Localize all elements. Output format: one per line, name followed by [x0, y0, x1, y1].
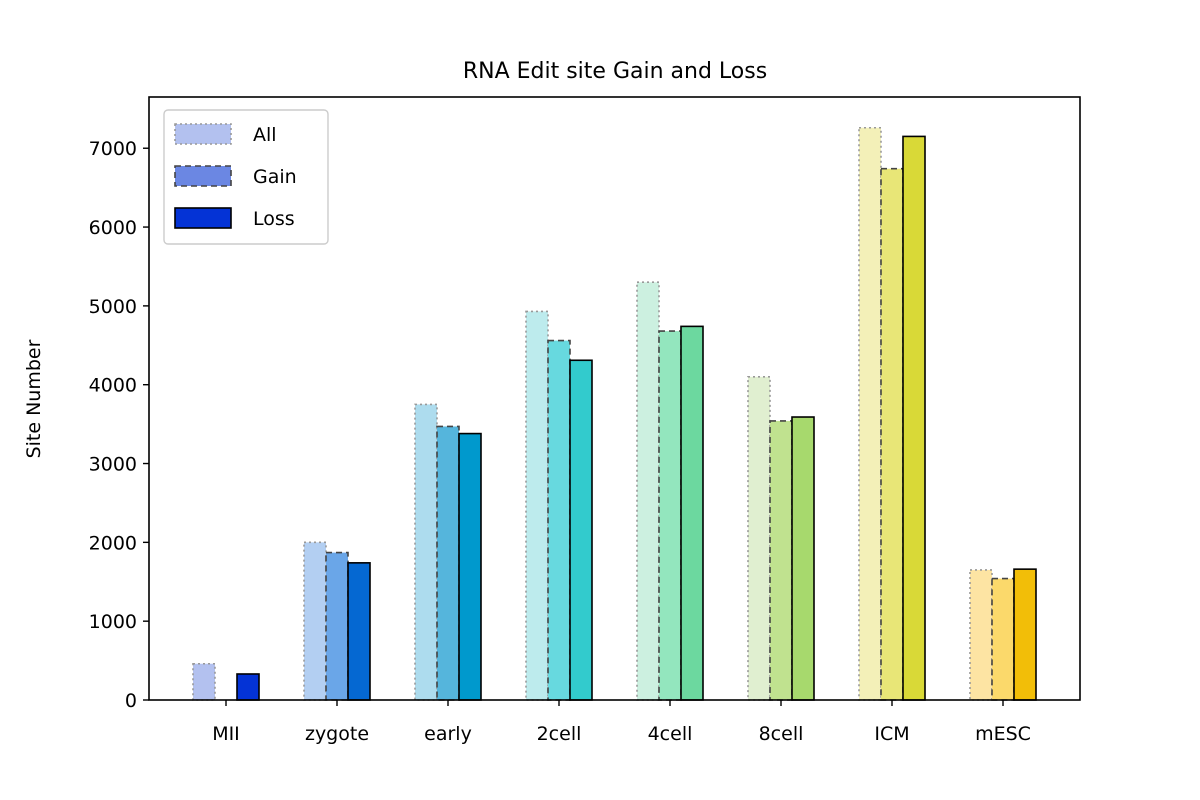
chart-title: RNA Edit site Gain and Loss: [463, 59, 767, 84]
bar-all-zygote: [303, 541, 327, 701]
x-tick-label-mii: MII: [212, 723, 240, 745]
bar-gain-mesc: [991, 577, 1015, 701]
bars-group: [192, 126, 1037, 701]
bar-all-mesc: [969, 569, 993, 701]
y-tick-label: 0: [125, 690, 137, 712]
bar-gain-early: [436, 425, 460, 701]
bar-all-early: [414, 403, 438, 701]
bar-gain-4cell: [658, 330, 682, 701]
x-tick-label-zygote: zygote: [305, 723, 369, 745]
y-tick-label: 5000: [89, 296, 137, 318]
x-tick-label-icm: ICM: [874, 723, 909, 745]
legend-swatch-all: [174, 123, 232, 145]
bar-all-2cell: [525, 310, 549, 701]
legend-label-loss: Loss: [253, 208, 295, 230]
plot-frame: [148, 96, 1081, 701]
bar-loss-8cell: [791, 416, 815, 701]
x-axis-ticks: MII zygote early 2cell 4cell 8cell ICM mESC: [212, 700, 1031, 745]
legend-swatch-gain: [174, 165, 232, 187]
x-tick-label-8cell: 8cell: [759, 723, 804, 745]
bar-loss-early: [458, 432, 482, 701]
bar-loss-4cell: [680, 325, 704, 701]
x-tick-label-early: early: [424, 723, 472, 745]
bar-loss-mii: [236, 673, 260, 701]
y-tick-label: 6000: [89, 217, 137, 239]
bar-loss-icm: [902, 135, 926, 701]
y-tick-label: 1000: [89, 611, 137, 633]
bar-loss-zygote: [347, 562, 371, 701]
bar-loss-2cell: [569, 359, 593, 701]
bar-loss-mesc: [1013, 568, 1037, 701]
bar-gain-icm: [880, 167, 904, 701]
legend: All Gain Loss: [163, 109, 329, 245]
bar-all-4cell: [636, 281, 660, 701]
y-axis-label: Site Number: [23, 339, 45, 458]
x-tick-label-2cell: 2cell: [537, 723, 582, 745]
y-tick-label: 7000: [89, 138, 137, 160]
bar-gain-8cell: [769, 420, 793, 701]
legend-label-gain: Gain: [253, 166, 297, 188]
x-tick-label-mesc: mESC: [975, 723, 1031, 745]
y-tick-label: 4000: [89, 375, 137, 397]
bar-gain-zygote: [325, 551, 349, 701]
y-tick-label: 3000: [89, 454, 137, 476]
legend-label-all: All: [253, 124, 277, 146]
legend-swatch-loss: [174, 207, 232, 229]
bar-all-mii: [192, 662, 216, 701]
bar-gain-2cell: [547, 339, 571, 701]
bar-all-icm: [858, 126, 882, 701]
y-tick-label: 2000: [89, 532, 137, 554]
x-tick-label-4cell: 4cell: [648, 723, 693, 745]
bar-all-8cell: [747, 376, 771, 701]
y-axis-ticks: 0 1000 2000 3000 4000 5000 6000 7000: [89, 138, 149, 712]
